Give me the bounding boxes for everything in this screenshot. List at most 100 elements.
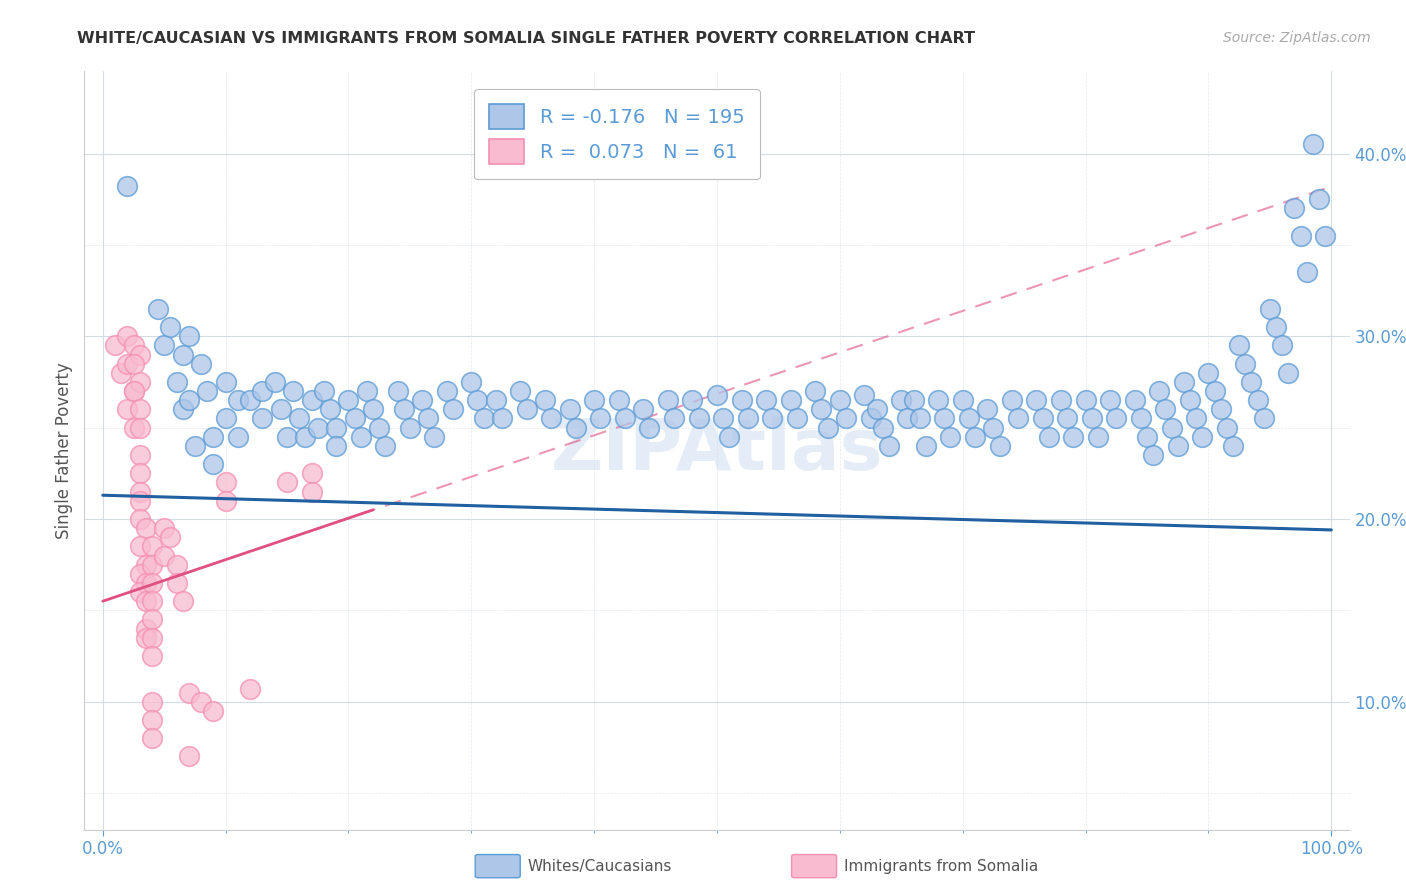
Point <box>957 411 980 425</box>
Point <box>1007 411 1029 425</box>
Point <box>122 357 145 371</box>
Point <box>172 347 194 361</box>
Point <box>135 558 157 572</box>
Point <box>276 475 298 490</box>
Point <box>166 558 188 572</box>
Point <box>294 430 316 444</box>
Point <box>638 420 661 434</box>
Point <box>682 393 704 408</box>
Point <box>184 439 207 453</box>
Point <box>866 402 889 417</box>
Text: ZIPAtlas: ZIPAtlas <box>551 416 883 485</box>
Point <box>657 393 679 408</box>
Point <box>1129 411 1152 425</box>
Point <box>128 566 150 581</box>
Point <box>730 393 752 408</box>
Point <box>817 420 839 434</box>
Point <box>307 420 329 434</box>
Point <box>392 402 415 417</box>
Point <box>153 521 176 535</box>
Point <box>135 622 157 636</box>
Point <box>952 393 974 408</box>
Point <box>325 439 347 453</box>
Point <box>172 594 194 608</box>
Text: Immigrants from Somalia: Immigrants from Somalia <box>844 859 1038 873</box>
Point <box>1178 393 1201 408</box>
Point <box>963 430 986 444</box>
Point <box>122 384 145 398</box>
Point <box>540 411 562 425</box>
Point <box>915 439 938 453</box>
Point <box>1185 411 1208 425</box>
Point <box>166 375 188 389</box>
Point <box>761 411 783 425</box>
Point <box>1302 137 1324 152</box>
Point <box>828 393 851 408</box>
Point <box>976 402 998 417</box>
Point <box>1289 228 1312 243</box>
Point <box>202 430 225 444</box>
Point <box>877 439 900 453</box>
Point <box>172 402 194 417</box>
Point <box>589 411 612 425</box>
Point <box>202 457 225 471</box>
Point <box>128 347 150 361</box>
Point <box>1277 366 1299 380</box>
Point <box>1240 375 1263 389</box>
Point <box>141 594 163 608</box>
Point <box>214 493 236 508</box>
Point <box>810 402 832 417</box>
Point <box>1001 393 1024 408</box>
Point <box>1173 375 1195 389</box>
Point <box>1253 411 1275 425</box>
Point <box>436 384 458 398</box>
Point <box>718 430 741 444</box>
Point <box>423 430 446 444</box>
Point <box>1062 430 1084 444</box>
Point <box>1198 366 1220 380</box>
Point <box>1087 430 1109 444</box>
Point <box>983 420 1005 434</box>
Point <box>786 411 808 425</box>
Point <box>1160 420 1182 434</box>
Point <box>1308 192 1330 206</box>
Point <box>361 402 384 417</box>
Point <box>141 731 163 746</box>
Point <box>141 575 163 590</box>
Point <box>343 411 366 425</box>
Point <box>558 402 581 417</box>
Point <box>128 484 150 499</box>
Point <box>226 393 249 408</box>
Point <box>1074 393 1097 408</box>
Point <box>141 695 163 709</box>
Point <box>934 411 956 425</box>
Point <box>252 384 274 398</box>
Point <box>1142 448 1164 462</box>
Point <box>135 521 157 535</box>
Point <box>1216 420 1239 434</box>
Point <box>166 575 188 590</box>
Point <box>1271 338 1294 352</box>
Point <box>583 393 606 408</box>
Point <box>755 393 778 408</box>
Point <box>1149 384 1171 398</box>
Point <box>325 420 347 434</box>
Text: Whites/Caucasians: Whites/Caucasians <box>527 859 672 873</box>
Point <box>387 384 409 398</box>
Point <box>859 411 882 425</box>
Point <box>1136 430 1159 444</box>
Point <box>117 179 139 194</box>
Point <box>190 695 212 709</box>
Point <box>633 402 655 417</box>
Point <box>1258 301 1281 316</box>
Point <box>128 585 150 599</box>
Point <box>122 384 145 398</box>
Point <box>1032 411 1054 425</box>
Point <box>711 411 734 425</box>
Point <box>202 704 225 718</box>
Point <box>226 430 249 444</box>
Point <box>1038 430 1060 444</box>
Point <box>177 393 200 408</box>
Point <box>312 384 335 398</box>
Point <box>1209 402 1232 417</box>
